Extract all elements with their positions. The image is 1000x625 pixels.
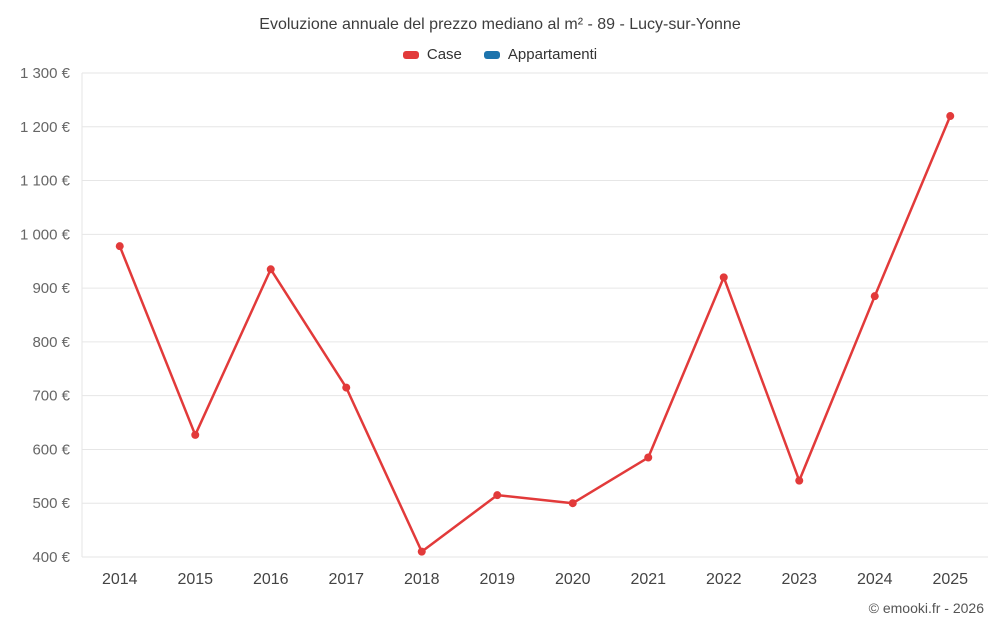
- x-axis-tick-label: 2017: [328, 571, 364, 588]
- legend: Case Appartamenti: [0, 46, 1000, 63]
- x-axis-tick-label: 2023: [781, 571, 817, 588]
- y-axis-tick-label: 800 €: [32, 334, 70, 351]
- x-axis-tick-label: 2018: [404, 571, 440, 588]
- x-axis-tick-label: 2024: [857, 571, 893, 588]
- data-point-marker[interactable]: [870, 292, 879, 301]
- data-point-marker[interactable]: [719, 273, 728, 282]
- legend-item-case[interactable]: Case: [402, 46, 462, 63]
- data-point-marker[interactable]: [417, 547, 426, 556]
- data-point-marker[interactable]: [191, 430, 200, 439]
- data-point-marker[interactable]: [946, 112, 955, 121]
- x-axis-tick-label: 2020: [555, 571, 591, 588]
- y-axis-tick-label: 1 000 €: [20, 226, 71, 243]
- x-axis-tick-label: 2021: [630, 571, 666, 588]
- data-point-marker[interactable]: [342, 383, 351, 392]
- y-axis-tick-label: 1 300 €: [20, 65, 71, 82]
- x-axis-tick-label: 2016: [253, 571, 289, 588]
- x-axis-tick-label: 2014: [102, 571, 138, 588]
- series-line-case: [118, 114, 952, 553]
- y-axis-tick-label: 400 €: [32, 549, 70, 566]
- data-point-marker[interactable]: [644, 453, 653, 462]
- data-point-marker[interactable]: [266, 265, 275, 274]
- y-axis-tick-label: 700 €: [32, 388, 70, 405]
- data-point-marker[interactable]: [568, 499, 577, 508]
- data-point-marker[interactable]: [115, 242, 124, 251]
- chart-title: Evoluzione annuale del prezzo mediano al…: [259, 16, 741, 33]
- y-axis-tick-label: 1 100 €: [20, 173, 71, 190]
- legend-label: Appartamenti: [507, 46, 598, 63]
- data-point-marker[interactable]: [795, 476, 804, 485]
- y-axis-tick-label: 900 €: [32, 280, 70, 297]
- y-axis-tick-label: 500 €: [32, 495, 70, 512]
- y-axis-tick-label: 600 €: [32, 441, 70, 458]
- legend-series-marker: [483, 50, 500, 59]
- x-axis-tick-label: 2015: [177, 571, 213, 588]
- y-axis-tick-label: 1 200 €: [20, 119, 71, 136]
- x-axis-tick-label: 2022: [706, 571, 742, 588]
- copyright-text: © emooki.fr - 2026: [868, 600, 984, 616]
- x-axis-tick-label: 2025: [932, 571, 968, 588]
- legend-label: Case: [426, 46, 462, 63]
- legend-item-appartamenti[interactable]: Appartamenti: [483, 46, 598, 63]
- data-point-marker[interactable]: [493, 491, 502, 500]
- legend-series-marker: [402, 50, 419, 59]
- x-axis-tick-label: 2019: [479, 571, 515, 588]
